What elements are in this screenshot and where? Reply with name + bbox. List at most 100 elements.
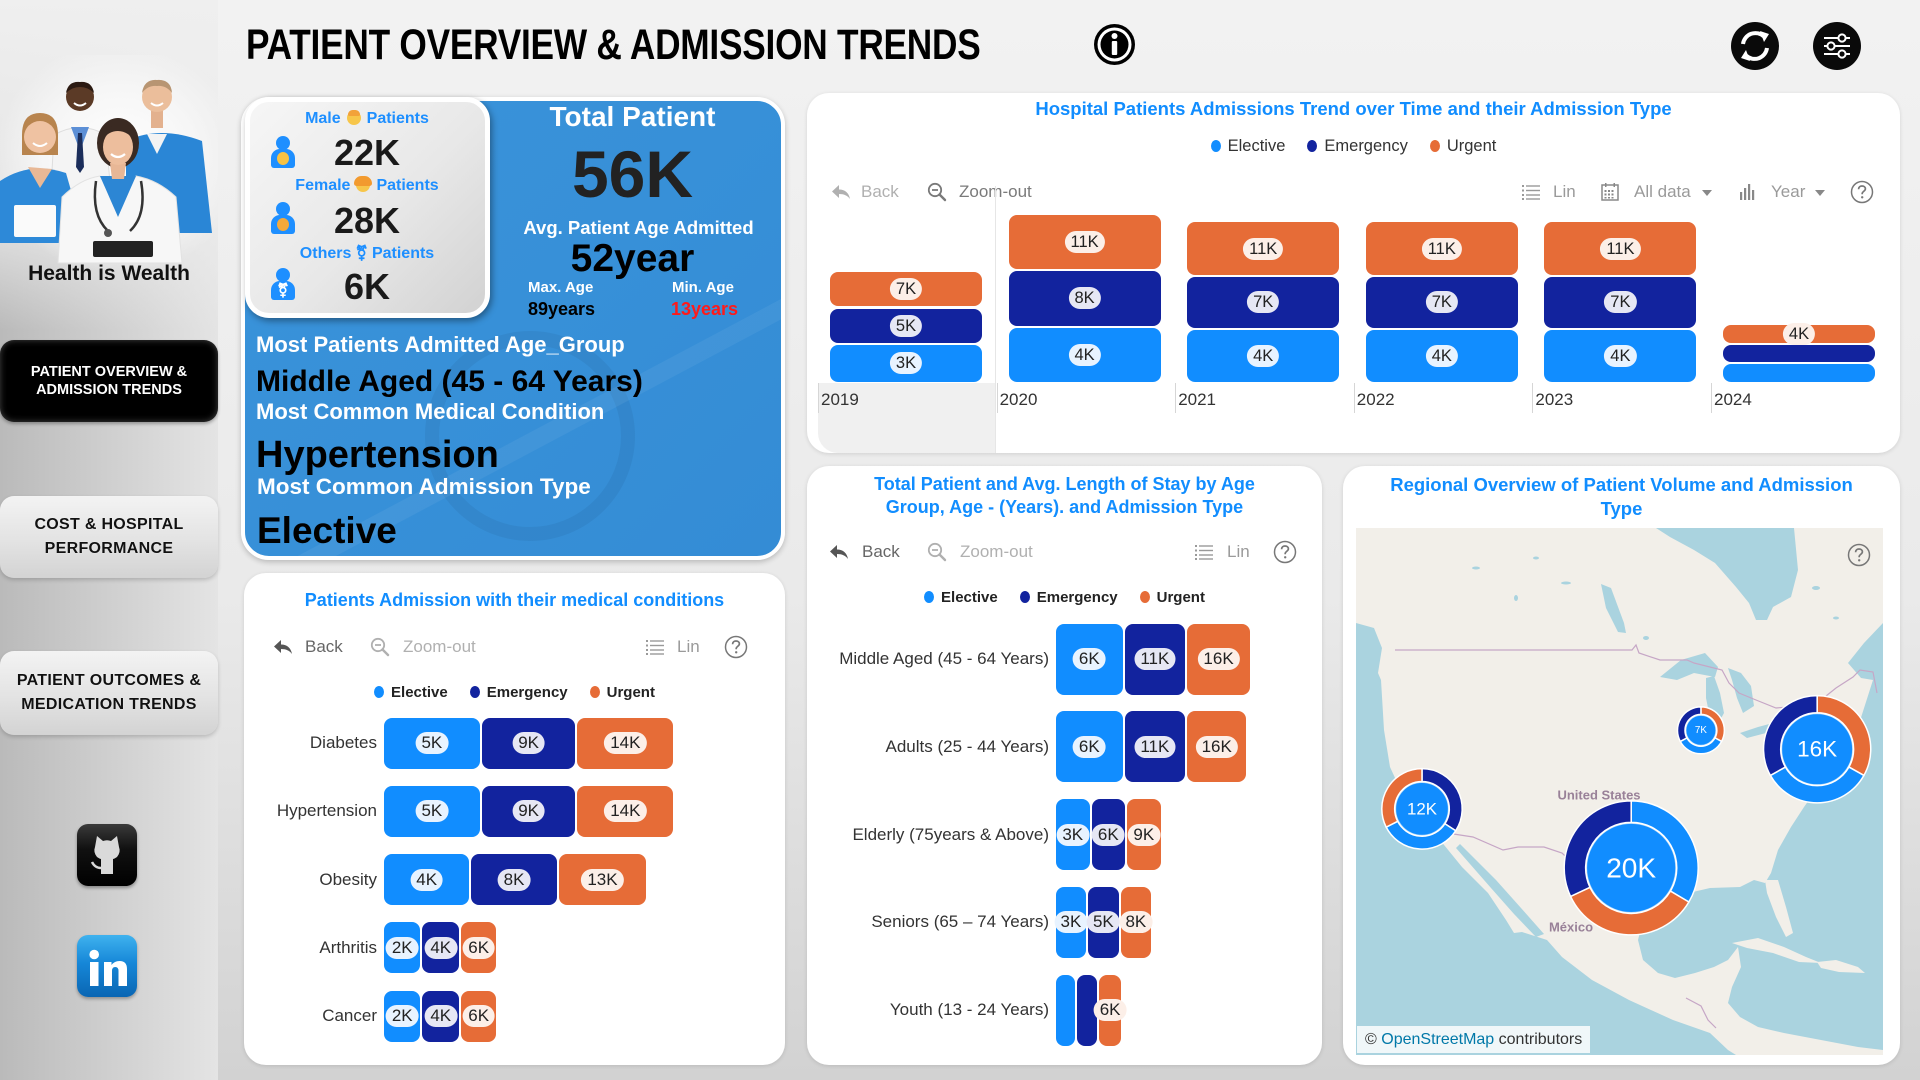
bar-segment-emergency[interactable] (1723, 344, 1875, 363)
date-range-caret-icon[interactable] (1702, 190, 1712, 196)
legend-item-elective[interactable]: Elective (374, 684, 448, 701)
donut-total-label: 20K (1606, 852, 1656, 883)
central-america-border (1685, 997, 1717, 1029)
donut-center[interactable] (1395, 782, 1449, 836)
zoom-out-label[interactable]: Zoom-out (403, 637, 476, 656)
map-canvas[interactable]: United States México 12K 7K 16K 20K © OpenS… (1356, 528, 1883, 1055)
y-tick-label[interactable]: Adults (25 - 44 Years) (885, 736, 1049, 756)
scale-label[interactable]: Lin (1553, 182, 1576, 201)
back-button[interactable] (273, 637, 293, 657)
help-button[interactable] (724, 635, 748, 659)
nav-cost-hospital-performance[interactable]: COST & HOSPITAL PERFORMANCE (0, 496, 218, 578)
help-button[interactable] (1847, 543, 1871, 567)
legend-item-urgent[interactable]: Urgent (589, 684, 655, 701)
x-tick-label[interactable]: 2021 (1178, 390, 1217, 409)
hierarchy-caret-icon[interactable] (1815, 190, 1825, 196)
data-label: 3K (1056, 823, 1090, 846)
data-label: 14K (604, 732, 647, 754)
y-tick-label[interactable]: Middle Aged (45 - 64 Years) (839, 649, 1049, 668)
legend-item-urgent[interactable]: Urgent (1139, 589, 1205, 606)
scale-label[interactable]: Lin (1227, 542, 1250, 561)
zoom-out-button[interactable] (927, 542, 947, 562)
y-tick-label[interactable]: Arthritis (319, 937, 377, 957)
zoom-out-label[interactable]: Zoom-out (960, 542, 1033, 561)
back-button-label[interactable]: Back (305, 637, 343, 656)
donut-segment-emergency[interactable] (1676, 706, 1702, 743)
x-tick-label[interactable]: 2020 (999, 390, 1038, 409)
legend-item-emergency[interactable]: Emergency (1019, 589, 1118, 606)
y-tick-label[interactable]: Diabetes (309, 733, 377, 752)
x-tick-label[interactable]: 2024 (1714, 390, 1752, 409)
attribution-suffix: contributors (1498, 1031, 1583, 1048)
scale-toggle[interactable] (1194, 542, 1214, 562)
legend-item-urgent[interactable]: Urgent (1429, 137, 1496, 156)
scale-label[interactable]: Lin (677, 637, 700, 656)
linkedin-link[interactable] (77, 935, 137, 997)
info-button[interactable] (1093, 23, 1136, 66)
help-button[interactable] (1273, 540, 1297, 564)
x-tick-label[interactable]: 2023 (1535, 390, 1574, 409)
florida (1765, 880, 1793, 937)
legend-item-emergency[interactable]: Emergency (1307, 137, 1408, 156)
zoom-out-button[interactable] (370, 637, 390, 657)
y-tick-label[interactable]: Youth (13 - 24 Years) (889, 1000, 1049, 1020)
x-tick-label[interactable]: 2022 (1356, 390, 1395, 409)
back-button-label[interactable]: Back (861, 182, 899, 201)
github-link[interactable] (77, 824, 137, 886)
y-tick-label[interactable]: Hypertension (276, 801, 377, 821)
legend-label: Elective (1227, 136, 1286, 155)
map-donut[interactable]: 7K (1676, 706, 1726, 755)
data-label: 9K (1127, 823, 1161, 846)
gender-label: Male (305, 110, 341, 127)
hierarchy-dropdown[interactable] (1738, 182, 1758, 202)
donut-segment-emergency[interactable] (1563, 800, 1632, 898)
female-person-icon (271, 202, 295, 234)
donut-segment-urgent[interactable] (1381, 767, 1423, 829)
back-button[interactable] (829, 542, 849, 562)
donut-center[interactable] (1685, 714, 1717, 746)
y-tick-label[interactable]: Elderly (75years & Above) (852, 824, 1049, 844)
date-range-dropdown[interactable] (1600, 182, 1620, 202)
help-icon (1273, 540, 1297, 564)
back-button-label[interactable]: Back (862, 542, 900, 561)
legend-item-elective[interactable]: Elective (924, 589, 998, 606)
list-icon (646, 640, 664, 655)
settings-button[interactable] (1812, 21, 1862, 71)
bar-segment-elective[interactable] (1056, 974, 1075, 1046)
donut-center[interactable] (1586, 822, 1677, 913)
bar-segment-elective[interactable] (1723, 364, 1875, 382)
top-age-group-label: Most Patients Admitted Age_Group (256, 332, 625, 357)
back-arrow-icon (832, 185, 850, 199)
date-range-label[interactable]: All data (1634, 182, 1691, 201)
refresh-button[interactable] (1730, 21, 1780, 71)
openstreetmap-link[interactable]: OpenStreetMap (1381, 1031, 1495, 1048)
nav-patient-overview[interactable]: PATIENT OVERVIEW & ADMISSION TRENDS (0, 340, 218, 422)
back-button[interactable] (831, 182, 851, 202)
cuba (1732, 938, 1821, 963)
nav-patient-outcomes[interactable]: PATIENT OUTCOMES & MEDICATION TRENDS (0, 651, 218, 735)
data-label: 7K (1247, 291, 1280, 314)
map-donut[interactable]: 20K (1563, 800, 1699, 936)
scale-toggle[interactable] (645, 637, 665, 657)
scale-toggle[interactable] (1521, 182, 1541, 202)
calendar-icon (1601, 183, 1619, 201)
y-tick-label[interactable]: Obesity (319, 869, 377, 889)
x-tick-label[interactable]: 2019 (821, 390, 859, 409)
help-button[interactable] (1850, 180, 1874, 204)
legend-item-elective[interactable]: Elective (1210, 136, 1286, 156)
medical-team-photo (0, 55, 218, 270)
map-attribution: © OpenStreetMap contributors (1357, 1026, 1591, 1053)
y-tick-label[interactable]: Seniors (65 – 74 Years) (871, 912, 1049, 932)
zoom-out-button[interactable] (927, 182, 947, 202)
bar-segment-emergency[interactable] (1076, 974, 1097, 1046)
donut-center[interactable] (1781, 713, 1854, 786)
map-donut[interactable]: 12K (1381, 767, 1463, 850)
hierarchy-label[interactable]: Year (1771, 182, 1806, 201)
donut-segment-emergency[interactable] (1762, 694, 1818, 777)
back-arrow-icon (830, 545, 848, 559)
map-donut[interactable]: 16K (1762, 694, 1872, 804)
x-axis-separator (1353, 383, 1355, 413)
donut-total-label: 12K (1407, 799, 1438, 818)
legend-item-emergency[interactable]: Emergency (469, 684, 568, 701)
y-tick-label[interactable]: Cancer (322, 1006, 377, 1026)
